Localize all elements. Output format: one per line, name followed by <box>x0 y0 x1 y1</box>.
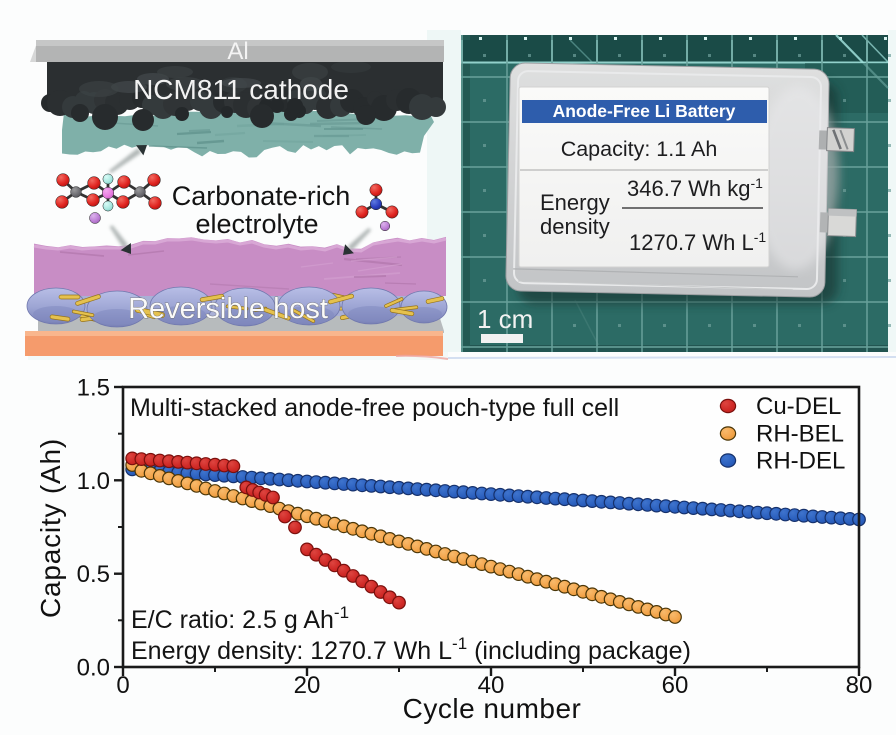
svg-text:density: density <box>540 214 610 239</box>
svg-text:RH-BEL: RH-BEL <box>756 421 844 448</box>
svg-text:Energy density: 1270.7 Wh L-1: Energy density: 1270.7 Wh L-1 (including… <box>131 634 691 665</box>
svg-text:E/C ratio: 2.5 g Ah-1: E/C ratio: 2.5 g Ah-1 <box>131 603 349 634</box>
svg-text:Energy: Energy <box>540 190 610 215</box>
svg-text:RH-DEL: RH-DEL <box>756 448 845 475</box>
svg-text:20: 20 <box>294 672 321 699</box>
svg-text:Capacity: 1.1 Ah: Capacity: 1.1 Ah <box>561 137 718 161</box>
svg-text:Reversible host: Reversible host <box>128 293 328 325</box>
svg-text:60: 60 <box>662 672 689 699</box>
svg-text:Carbonate-rich: Carbonate-rich <box>172 181 351 211</box>
svg-text:Al: Al <box>227 38 248 65</box>
svg-text:346.7 Wh kg-1: 346.7 Wh kg-1 <box>627 175 763 201</box>
svg-text:1.0: 1.0 <box>77 468 110 495</box>
svg-text:40: 40 <box>478 672 505 699</box>
svg-text:1.5: 1.5 <box>77 375 110 402</box>
svg-text:0.0: 0.0 <box>77 655 110 682</box>
svg-text:Cycle number: Cycle number <box>403 693 582 724</box>
svg-text:Multi-stacked anode-free pouch: Multi-stacked anode-free pouch-type full… <box>130 394 619 422</box>
svg-text:0.5: 0.5 <box>77 561 110 588</box>
svg-text:Cu-DEL: Cu-DEL <box>756 393 841 420</box>
svg-text:1270.7 Wh L-1: 1270.7 Wh L-1 <box>629 229 766 255</box>
svg-text:electrolyte: electrolyte <box>195 209 318 239</box>
svg-text:NCM811 cathode: NCM811 cathode <box>133 74 349 105</box>
svg-text:0: 0 <box>116 672 129 699</box>
svg-text:80: 80 <box>846 672 873 699</box>
svg-text:1 cm: 1 cm <box>477 304 533 334</box>
svg-text:Anode-Free Li Battery: Anode-Free Li Battery <box>553 101 736 121</box>
svg-text:Capacity (Ah): Capacity (Ah) <box>35 438 66 618</box>
